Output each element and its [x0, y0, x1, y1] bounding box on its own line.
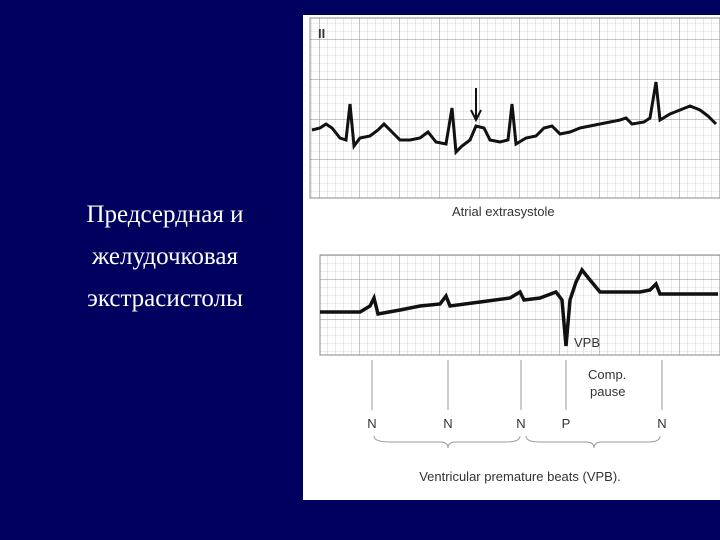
lead-label: II	[318, 26, 325, 41]
beat-label: N	[443, 416, 452, 431]
pause-label: Comp.	[588, 367, 626, 382]
beat-markers	[371, 360, 663, 410]
brace	[373, 435, 661, 449]
beat-label: P	[562, 416, 571, 431]
ecg-trace-top	[311, 81, 718, 156]
caption-bottom: Ventricular premature beats (VPB).	[419, 469, 621, 484]
title-line: экстрасистолы	[87, 285, 243, 312]
arrow	[470, 88, 482, 123]
caption-top: Atrial extrasystole	[452, 204, 555, 219]
vpb-label: VPB	[574, 335, 600, 350]
pause-label: pause	[590, 384, 625, 399]
title-line: желудочковая	[91, 243, 239, 270]
beat-label: N	[367, 416, 376, 431]
title-line: Предсердная и	[86, 201, 243, 228]
beat-label: N	[516, 416, 525, 431]
ecg-trace-bottom	[320, 266, 718, 347]
ecg-grid-bottom	[319, 254, 720, 356]
beat-label: N	[657, 416, 666, 431]
